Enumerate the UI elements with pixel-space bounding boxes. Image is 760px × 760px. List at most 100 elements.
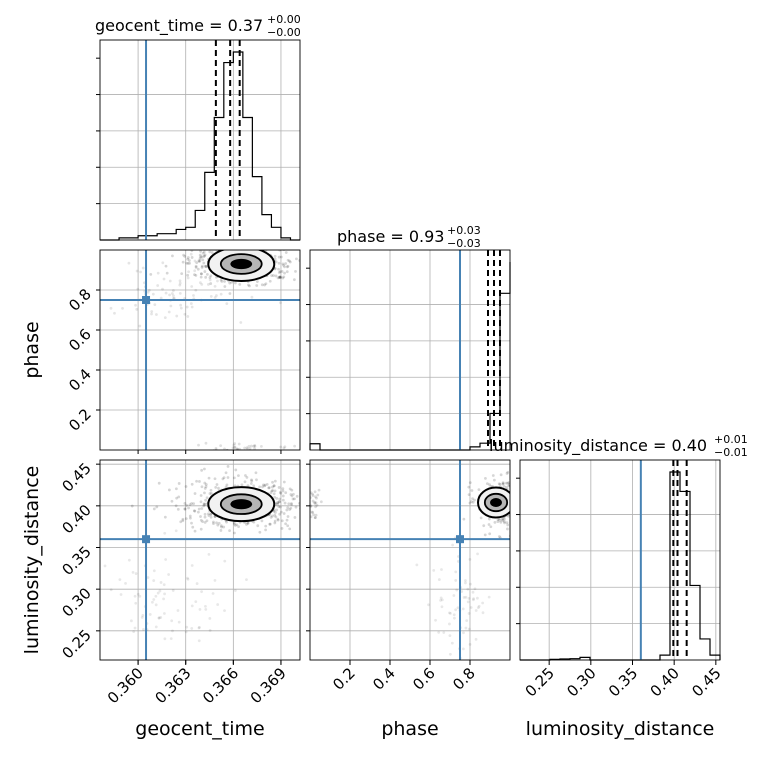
sample-point [174, 504, 178, 508]
sample-point [233, 523, 237, 527]
sample-point [521, 507, 524, 510]
sample-point [186, 257, 190, 261]
sample-point [291, 497, 295, 501]
sample-point [148, 613, 152, 616]
sample-point [498, 482, 502, 486]
sample-point [316, 493, 320, 497]
sample-point [270, 247, 273, 250]
sample-point [303, 269, 306, 272]
sample-point [248, 247, 251, 250]
sample-point [203, 512, 207, 516]
sample-point [531, 505, 534, 508]
sample-point [187, 259, 191, 262]
sample-point [154, 603, 158, 607]
sample-point [513, 497, 516, 500]
sample-point [237, 474, 240, 478]
sample-point [235, 447, 239, 450]
sample-point [510, 503, 513, 506]
sample-point [181, 519, 185, 523]
sample-point [199, 527, 203, 531]
sample-point [290, 503, 293, 506]
sample-point [282, 512, 286, 515]
sample-point [202, 261, 206, 265]
sample-point [170, 619, 174, 623]
sample-point [198, 626, 201, 629]
sample-point [224, 471, 228, 475]
sample-point [290, 502, 293, 505]
sample-point [260, 519, 264, 523]
sample-point [199, 518, 203, 522]
sample-point [208, 492, 212, 495]
sample-point [188, 514, 192, 518]
sample-point [504, 485, 508, 489]
sample-point [498, 518, 502, 522]
sample-point [454, 608, 458, 612]
sample-point [464, 626, 468, 630]
sample-point [190, 502, 193, 505]
sample-point [200, 264, 204, 268]
sample-point [232, 522, 236, 526]
sample-point [209, 274, 213, 278]
sample-point [277, 486, 281, 489]
sample-point [524, 501, 527, 504]
sample-point [237, 442, 241, 446]
sample-point [479, 516, 483, 520]
sample-point [186, 576, 189, 580]
sample-point [194, 264, 198, 268]
sample-point [468, 558, 472, 561]
samples [305, 470, 549, 660]
sample-point [253, 447, 257, 450]
sample-point [208, 278, 212, 282]
axes-frame [99, 249, 301, 451]
sample-point [531, 506, 534, 509]
sample-point [263, 483, 267, 487]
sample-point [205, 272, 209, 276]
title-phase-minus: −0.03 [447, 237, 481, 250]
sample-point [213, 579, 217, 582]
sample-point [281, 498, 285, 502]
sample-point [222, 476, 226, 480]
sample-point [176, 507, 180, 511]
sample-point [305, 488, 308, 491]
sample-point [197, 244, 200, 247]
sample-point [246, 283, 250, 287]
y-tick-label: 0.35 [58, 543, 94, 579]
sample-point [278, 270, 282, 274]
sample-point [220, 525, 223, 529]
sample-point [512, 521, 515, 524]
sample-point [283, 271, 286, 275]
sample-point [219, 278, 223, 282]
sample-point [546, 496, 549, 499]
sample-point [452, 613, 456, 617]
sample-point [514, 503, 517, 506]
sample-point [310, 504, 313, 508]
sample-point [138, 594, 142, 598]
sample-point [226, 465, 230, 468]
sample-point [528, 525, 531, 528]
sample-point [198, 281, 202, 285]
sample-point [310, 515, 313, 519]
sample-point [135, 269, 139, 273]
sample-point [531, 477, 534, 480]
sample-point [280, 527, 284, 530]
sample-point [204, 604, 207, 608]
sample-point [449, 612, 452, 615]
sample-point [200, 272, 203, 276]
sample-point [252, 484, 256, 488]
sample-point [260, 444, 263, 448]
sample-point [518, 508, 521, 511]
sample-point [524, 518, 527, 521]
sample-point [311, 511, 315, 514]
sample-point [202, 502, 206, 506]
sample-point [242, 241, 245, 244]
sample-point [286, 258, 290, 262]
sample-point [510, 503, 513, 506]
sample-point [462, 596, 466, 599]
corner-titles: geocent_time = 0.37 +0.00 −0.00 phase = … [95, 13, 748, 459]
sample-point [516, 505, 519, 508]
sample-point [519, 497, 522, 500]
sample-point [286, 264, 290, 268]
sample-point [452, 616, 456, 620]
sample-point [268, 279, 272, 283]
sample-point [163, 531, 167, 535]
